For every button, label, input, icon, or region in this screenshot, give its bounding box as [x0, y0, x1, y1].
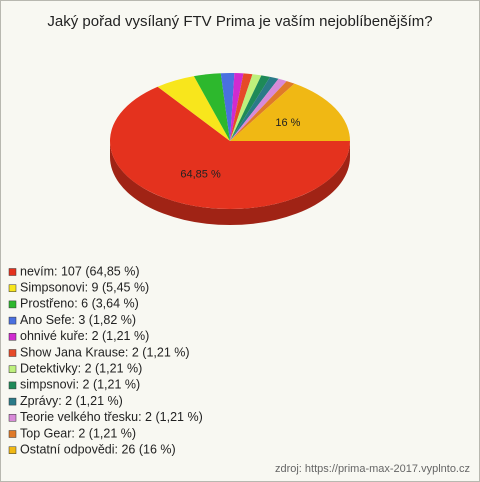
legend-label: Zprávy: 2 (1,21 %): [20, 394, 123, 408]
legend-swatch: [8, 268, 17, 276]
slice-label: 16 %: [275, 117, 300, 129]
chart-title: Jaký pořad vysílaný FTV Prima je vaším n…: [47, 13, 432, 30]
legend-swatch: [8, 333, 17, 341]
slice-label: 64,85 %: [180, 168, 221, 180]
legend-swatch: [8, 397, 17, 406]
legend-swatch: [8, 365, 17, 373]
slice: [230, 78, 287, 141]
slice: [157, 76, 230, 141]
slice: [230, 73, 253, 141]
slice-side: [110, 141, 350, 225]
legend-label: Simpsonovi: 9 (5,45 %): [20, 280, 149, 294]
slice: [110, 86, 350, 209]
legend-swatch: [8, 349, 17, 357]
legend-swatch: [8, 414, 17, 422]
legend-swatch: [8, 430, 17, 438]
source: zdroj: https://prima-max-2017.vyplnto.cz: [275, 463, 470, 475]
slice: [230, 74, 262, 141]
slice: [230, 76, 279, 141]
legend-label: nevím: 107 (64,85 %): [20, 264, 140, 278]
legend-label: Top Gear: 2 (1,21 %): [20, 426, 136, 440]
legend-swatch: [8, 316, 17, 325]
legend-label: Teorie velkého třesku: 2 (1,21 %): [20, 410, 203, 424]
slice: [193, 73, 230, 141]
legend-label: Ostatní odpovědi: 26 (16 %): [20, 442, 176, 456]
legend-label: Ano Sefe: 3 (1,82 %): [20, 313, 136, 327]
legend-swatch: [8, 284, 17, 292]
slice: [230, 75, 271, 141]
legend-label: Show Jana Krause: 2 (1,21 %): [20, 345, 190, 359]
slice: [230, 81, 295, 141]
legend-label: Prostřeno: 6 (3,64 %): [20, 297, 139, 311]
legend-label: simpsnovi: 2 (1,21 %): [20, 378, 140, 392]
slice: [230, 83, 350, 141]
legend-swatch: [8, 381, 17, 390]
legend-swatch: [8, 300, 17, 309]
slice: [230, 73, 244, 141]
slice: [220, 73, 235, 141]
legend-label: ohnivé kuře: 2 (1,21 %): [20, 329, 149, 343]
legend-swatch: [8, 446, 17, 454]
legend-label: Detektivky: 2 (1,21 %): [20, 361, 142, 375]
